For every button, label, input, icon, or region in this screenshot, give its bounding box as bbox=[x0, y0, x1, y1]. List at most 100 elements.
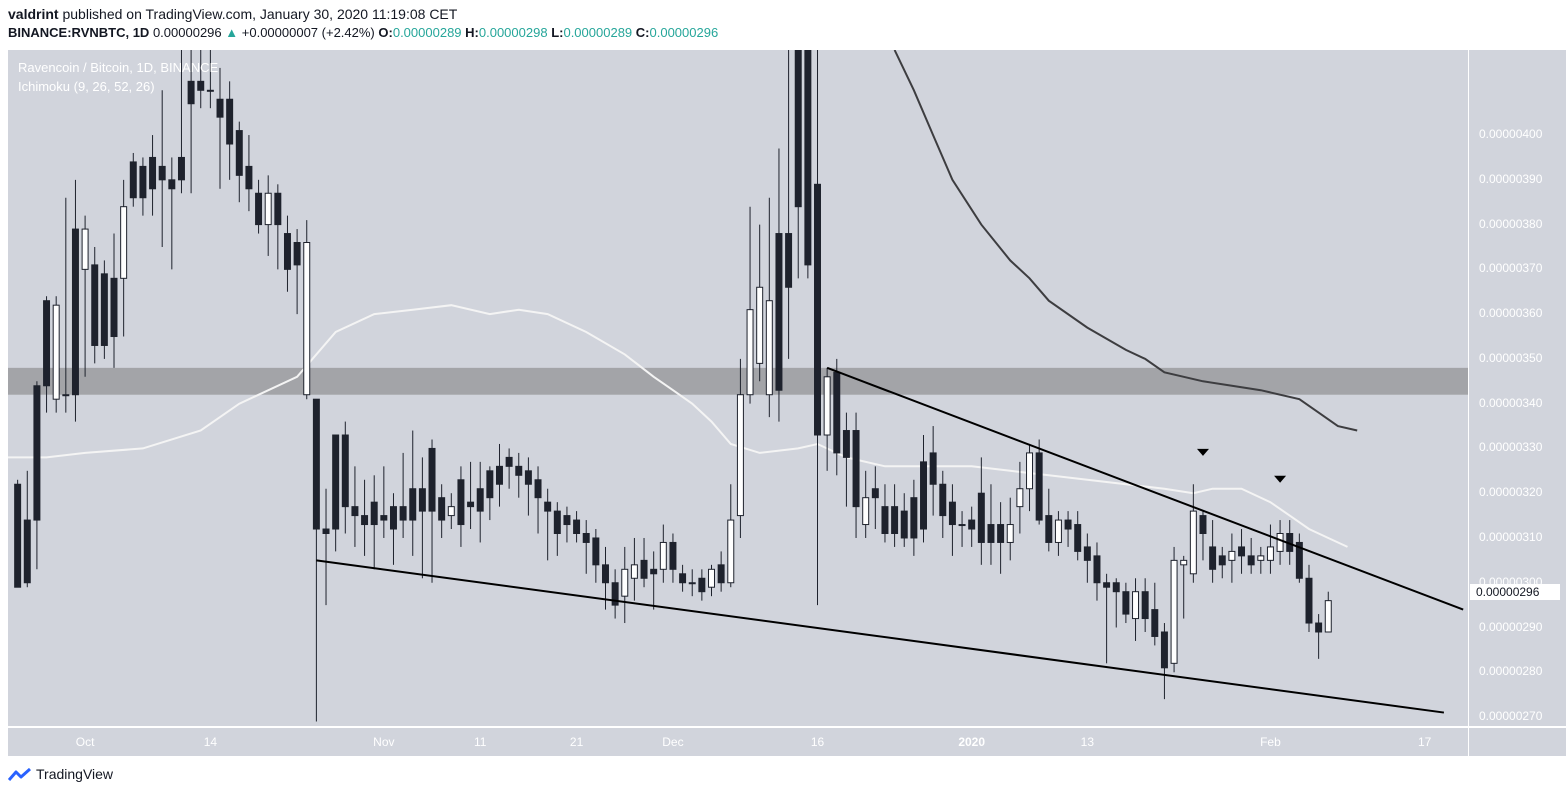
candle-bearish bbox=[245, 165, 253, 190]
candle-bearish bbox=[14, 483, 22, 588]
candle-bearish bbox=[1315, 622, 1323, 633]
candle-bearish bbox=[611, 582, 619, 606]
candle-bearish bbox=[1305, 577, 1313, 624]
candle-bearish bbox=[110, 277, 118, 338]
candle-bearish bbox=[1199, 515, 1207, 534]
time-tick: Feb bbox=[1260, 735, 1281, 749]
candle-bearish bbox=[968, 519, 976, 530]
candle-bullish bbox=[120, 206, 128, 279]
moving-average-dark-line bbox=[893, 50, 1358, 432]
candle-bearish bbox=[582, 532, 590, 543]
candle-bearish bbox=[602, 564, 609, 584]
trendline-lower bbox=[316, 559, 1445, 714]
candle-bearish bbox=[476, 488, 484, 512]
candle-bearish bbox=[438, 497, 446, 521]
down-arrow-marker bbox=[1274, 475, 1287, 483]
author-name[interactable]: valdrint bbox=[8, 6, 59, 22]
candle-bearish bbox=[505, 456, 513, 467]
candle-bearish bbox=[794, 50, 802, 208]
candle-bearish bbox=[910, 497, 918, 539]
candle-bullish bbox=[688, 582, 696, 585]
candle-bearish bbox=[351, 506, 359, 517]
time-tick: Oct bbox=[75, 735, 95, 749]
axis-corner bbox=[1468, 727, 1566, 756]
candle-bearish bbox=[573, 519, 581, 534]
candle-bearish bbox=[177, 156, 185, 181]
candle-bullish bbox=[264, 192, 272, 226]
trendline-upper bbox=[826, 366, 1464, 611]
candle-bullish bbox=[1054, 519, 1062, 543]
candle-bearish bbox=[1160, 631, 1168, 669]
candle-bearish bbox=[920, 461, 927, 530]
candle-bearish bbox=[640, 559, 648, 579]
candle-bullish bbox=[447, 506, 455, 517]
price-axis[interactable]: 0.00000400 0.00000390 0.00000380 0.00000370… bbox=[1468, 50, 1566, 726]
tradingview-logo-icon bbox=[7, 768, 31, 782]
candle-bearish bbox=[524, 470, 532, 485]
close-value: 0.00000296 bbox=[649, 25, 719, 40]
close-label: C: bbox=[635, 25, 650, 40]
time-tick: 11 bbox=[473, 735, 487, 749]
candle-bullish bbox=[862, 497, 870, 526]
candle-bearish bbox=[91, 264, 99, 346]
candle-bearish bbox=[322, 528, 330, 534]
price-tick: 0.00000340 bbox=[1479, 395, 1543, 410]
ohlc-line: BINANCE:RVNBTC, 1D 0.00000296 ▲ +0.00000… bbox=[8, 25, 718, 40]
candle-bearish bbox=[312, 398, 320, 530]
candle-bearish bbox=[187, 80, 195, 105]
chart-pane[interactable]: Ravencoin / Bitcoin, 1D, BINANCE Ichimok… bbox=[8, 50, 1468, 726]
candle-bearish bbox=[698, 577, 706, 593]
candle-bearish bbox=[1083, 546, 1091, 561]
candle-bullish bbox=[206, 89, 214, 92]
current-price-label: 0.00000296 bbox=[1470, 584, 1560, 600]
candle-bullish bbox=[1016, 488, 1024, 508]
indicator-legend[interactable]: Ichimoku (9, 26, 52, 26) bbox=[18, 79, 155, 94]
down-arrow-marker bbox=[1196, 448, 1209, 456]
price-tick: 0.00000320 bbox=[1479, 485, 1543, 500]
candle-bullish bbox=[1228, 550, 1236, 561]
price-tick: 0.00000280 bbox=[1479, 664, 1543, 679]
price-tick: 0.00000310 bbox=[1479, 529, 1543, 544]
low-label: L: bbox=[551, 25, 564, 40]
candle-bearish bbox=[939, 483, 947, 517]
candle-bearish bbox=[341, 434, 349, 508]
candle-bearish bbox=[1045, 515, 1053, 543]
candle-bearish bbox=[1112, 582, 1120, 593]
time-tick: 21 bbox=[569, 735, 584, 749]
candle-bearish bbox=[1093, 555, 1101, 584]
candle-bullish bbox=[1324, 600, 1332, 633]
price-tick: 0.00000390 bbox=[1479, 171, 1543, 186]
high-value: 0.00000298 bbox=[478, 25, 548, 40]
moving-average-light-line bbox=[8, 304, 1348, 548]
candle-bearish bbox=[216, 98, 224, 118]
candle-bullish bbox=[1026, 452, 1034, 490]
candle-bullish bbox=[736, 394, 744, 517]
footer-brand-label: TradingView bbox=[36, 766, 114, 782]
candle-bullish bbox=[1257, 555, 1265, 561]
candle-bullish bbox=[746, 309, 754, 396]
candle-bearish bbox=[332, 434, 340, 530]
candle-bullish bbox=[621, 568, 629, 597]
candle-bearish bbox=[948, 501, 956, 526]
candle-bearish bbox=[679, 573, 687, 584]
candle-bearish bbox=[669, 541, 677, 570]
candle-bullish bbox=[708, 568, 715, 588]
candle-bearish bbox=[361, 515, 369, 526]
candle-bearish bbox=[775, 233, 783, 391]
candle-bullish bbox=[958, 524, 966, 527]
candle-bullish bbox=[659, 541, 667, 570]
up-arrow-icon: ▲ bbox=[225, 25, 239, 40]
time-axis[interactable]: Oct 14 Nov 11 21 Dec 16 2020 13 Feb 17 bbox=[8, 727, 1468, 756]
open-label: O: bbox=[378, 25, 393, 40]
candle-bullish bbox=[1006, 524, 1014, 543]
candlestick-plot[interactable] bbox=[8, 50, 1468, 726]
price-tick: 0.00000270 bbox=[1479, 709, 1543, 724]
pair-legend: Ravencoin / Bitcoin, 1D, BINANCE bbox=[18, 60, 219, 75]
candle-bearish bbox=[1141, 591, 1149, 620]
candle-bearish bbox=[785, 233, 793, 288]
price-tick: 0.00000400 bbox=[1479, 127, 1543, 142]
price-tick: 0.00000380 bbox=[1479, 216, 1543, 231]
candle-bearish bbox=[852, 430, 860, 508]
footer-brand[interactable]: TradingView bbox=[7, 766, 114, 782]
candle-bearish bbox=[418, 488, 426, 512]
